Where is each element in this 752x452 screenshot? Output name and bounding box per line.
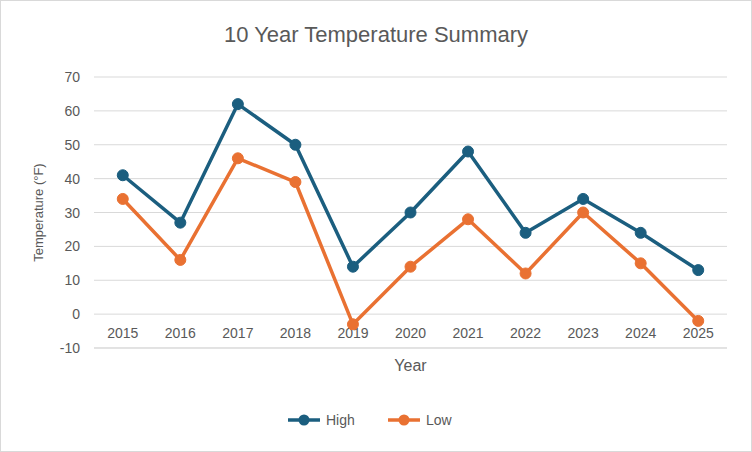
legend: High Low <box>288 412 453 428</box>
legend-label: High <box>326 412 355 428</box>
y-tick-label: 10 <box>64 272 80 288</box>
series-marker <box>405 261 416 272</box>
y-tick-label: 60 <box>64 103 80 119</box>
series-marker <box>520 268 531 279</box>
series-marker <box>347 261 358 272</box>
x-axis-title: Year <box>394 357 427 374</box>
series-marker <box>693 265 704 276</box>
y-tick-label: 50 <box>64 137 80 153</box>
series-marker <box>232 153 243 164</box>
series-marker <box>578 207 589 218</box>
grid-line <box>94 77 727 78</box>
y-axis-title: Temperature (°F) <box>31 163 46 261</box>
chart-border <box>1 1 752 452</box>
series-marker <box>175 254 186 265</box>
y-tick-label: 40 <box>64 171 80 187</box>
x-tick-label: 2022 <box>510 325 541 341</box>
x-axis-line <box>94 348 727 349</box>
grid-line <box>94 110 727 111</box>
y-tick-label: 20 <box>64 238 80 254</box>
series-marker <box>405 207 416 218</box>
x-tick-label: 2021 <box>452 325 483 341</box>
grid-line <box>94 314 727 315</box>
series-marker <box>635 227 646 238</box>
series-marker <box>520 227 531 238</box>
y-grid <box>94 77 727 348</box>
x-tick-label: 2024 <box>625 325 656 341</box>
series-marker <box>463 146 474 157</box>
series-line <box>123 158 698 324</box>
series-marker <box>175 217 186 228</box>
series-marker <box>578 193 589 204</box>
series-marker <box>117 193 128 204</box>
x-tick-label: 2017 <box>222 325 253 341</box>
series-marker <box>463 214 474 225</box>
series-marker <box>232 99 243 110</box>
series-marker <box>635 258 646 269</box>
chart-svg: 10 Year Temperature Summary -10 0 10 20 30 40 5… <box>0 0 752 452</box>
y-tick-label: 0 <box>72 306 80 322</box>
grid-line <box>94 144 727 145</box>
chart-title: 10 Year Temperature Summary <box>224 22 528 47</box>
x-tick-label: 2016 <box>165 325 196 341</box>
y-tick-label: 30 <box>64 205 80 221</box>
legend-label: Low <box>426 412 453 428</box>
legend-marker <box>399 415 410 426</box>
legend-marker <box>299 415 310 426</box>
x-tick-label: 2020 <box>395 325 426 341</box>
series-marker <box>290 177 301 188</box>
series-marker <box>117 170 128 181</box>
series-marker <box>347 319 358 330</box>
y-tick-label: 70 <box>64 69 80 85</box>
grid-line <box>94 348 727 349</box>
grid-line <box>94 178 727 179</box>
grid-line <box>94 280 727 281</box>
page: {"chart_data": {"type": "line", "title":… <box>0 0 752 452</box>
series-line <box>123 104 698 270</box>
series-marker <box>290 139 301 150</box>
plot-area <box>117 99 703 330</box>
chart-container: 10 Year Temperature Summary -10 0 10 20 30 40 5… <box>0 0 752 452</box>
series-marker <box>693 315 704 326</box>
y-tick-label: -10 <box>60 340 80 356</box>
x-tick-label: 2018 <box>280 325 311 341</box>
x-tick-label: 2015 <box>107 325 138 341</box>
x-tick-label: 2023 <box>568 325 599 341</box>
x-tick-label: 2025 <box>683 325 714 341</box>
